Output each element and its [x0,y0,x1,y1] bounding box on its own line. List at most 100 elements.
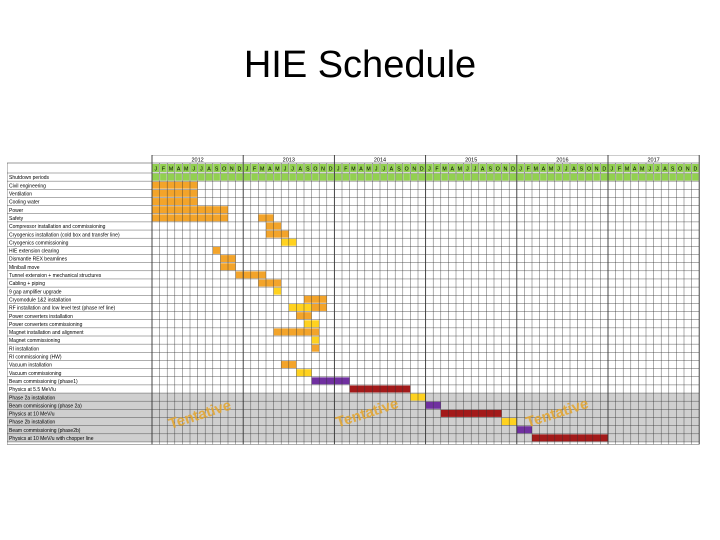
month-label: O [405,166,409,172]
shutdown-cell [395,164,403,172]
shutdown-cell [509,164,517,172]
shaded-row-bg [7,401,700,410]
shutdown-cell [182,173,190,181]
month-label: A [177,166,181,172]
month-label: F [253,166,256,172]
shutdown-cell [350,173,357,181]
shutdown-cell [281,173,289,181]
month-label: O [587,166,591,172]
shutdown-cell [190,164,198,172]
gantt-chart: 2012 2013 2014 2015 2016 2017 J F M A M J J A S O N D J F M A… [7,155,707,450]
task-label: Power converters commissioning [9,322,83,328]
task-label: RI installation [9,346,39,352]
task-label: Ventilation [9,192,32,198]
month-label: O [496,166,500,172]
month-label: J [193,166,196,172]
shutdown-cell [281,164,289,172]
task-label: Beam commissioning (phase2b) [9,428,81,434]
task-label: Vacuum commissioning [9,371,62,377]
month-label: F [618,166,621,172]
task-label: RI commissioning (HW) [9,355,62,361]
shutdown-cell [213,164,220,172]
shutdown-cell [578,173,585,181]
month-label: J [337,166,340,172]
month-label: A [481,166,485,172]
month-label: M [625,166,629,172]
month-label: J [200,166,203,172]
month-label: O [313,166,317,172]
month-label: N [595,166,599,172]
shutdown-cell [570,173,578,181]
month-label: F [344,166,347,172]
shutdown-cell [388,173,395,181]
month-label: N [230,166,234,172]
month-label: J [557,166,560,172]
shutdown-cell [441,173,448,181]
year-label: 2013 [283,158,295,164]
shutdown-cell [540,164,547,172]
task-label: Cryogenics commissioning [9,240,69,246]
shutdown-cell [243,164,251,172]
month-label: S [306,166,310,172]
shutdown-cell [410,164,418,172]
month-label: J [428,166,431,172]
task-label: Tunnel extension + mechanical structures [9,273,102,279]
month-label: A [572,166,576,172]
slide-title: HIE Schedule [243,44,477,86]
schedule-bar [288,304,312,311]
shutdown-cell [486,173,494,181]
shutdown-cell [661,173,669,181]
shutdown-cell [258,164,266,172]
shutdown-cell [266,164,274,172]
task-label: Cryogenics installation (cold box and tr… [9,232,120,238]
shutdown-cell [570,164,578,172]
month-label: J [246,166,249,172]
month-label: J [656,166,659,172]
shutdown-cell [502,173,509,181]
shutdown-cell [220,173,228,181]
task-label: Shutdown periods [9,175,50,181]
shutdown-cell [243,173,251,181]
shutdown-cell [684,173,692,181]
shutdown-cell [456,164,464,172]
month-label: A [207,166,211,172]
shutdown-cell [357,164,365,172]
shutdown-cell [152,164,160,172]
task-label: Dismantle REX beamlines [9,257,68,263]
month-label: N [412,166,416,172]
month-label: J [649,166,652,172]
month-label: S [580,166,584,172]
month-label: S [397,166,401,172]
month-label: D [329,166,333,172]
shutdown-cell [274,164,281,172]
shutdown-cell [532,164,540,172]
month-label: A [663,166,667,172]
year-label: 2012 [191,158,203,164]
month-label: O [678,166,682,172]
month-label: A [390,166,394,172]
shutdown-cell [608,173,616,181]
shutdown-cell [312,173,319,181]
month-label: J [565,166,568,172]
shutdown-cell [152,173,160,181]
shutdown-cell [562,164,570,172]
month-label: A [633,166,637,172]
year-label: 2015 [465,158,477,164]
month-label: J [466,166,469,172]
month-label: O [222,166,226,172]
shutdown-cell [258,173,266,181]
shutdown-cell [296,173,304,181]
shutdown-cell [593,164,600,172]
shutdown-cell [228,164,236,172]
shutdown-cell [327,164,334,172]
shutdown-cell [509,173,517,181]
shutdown-cell [319,173,327,181]
shutdown-cell [433,173,441,181]
shutdown-cell [524,173,532,181]
task-label: Magnet commissioning [9,338,60,344]
task-label: Cabling + piping [9,281,45,287]
month-label: F [527,166,530,172]
schedule-bar [212,246,221,254]
task-label: Miniball move [9,265,40,271]
task-label: Beam commissioning (phase1) [9,379,78,385]
